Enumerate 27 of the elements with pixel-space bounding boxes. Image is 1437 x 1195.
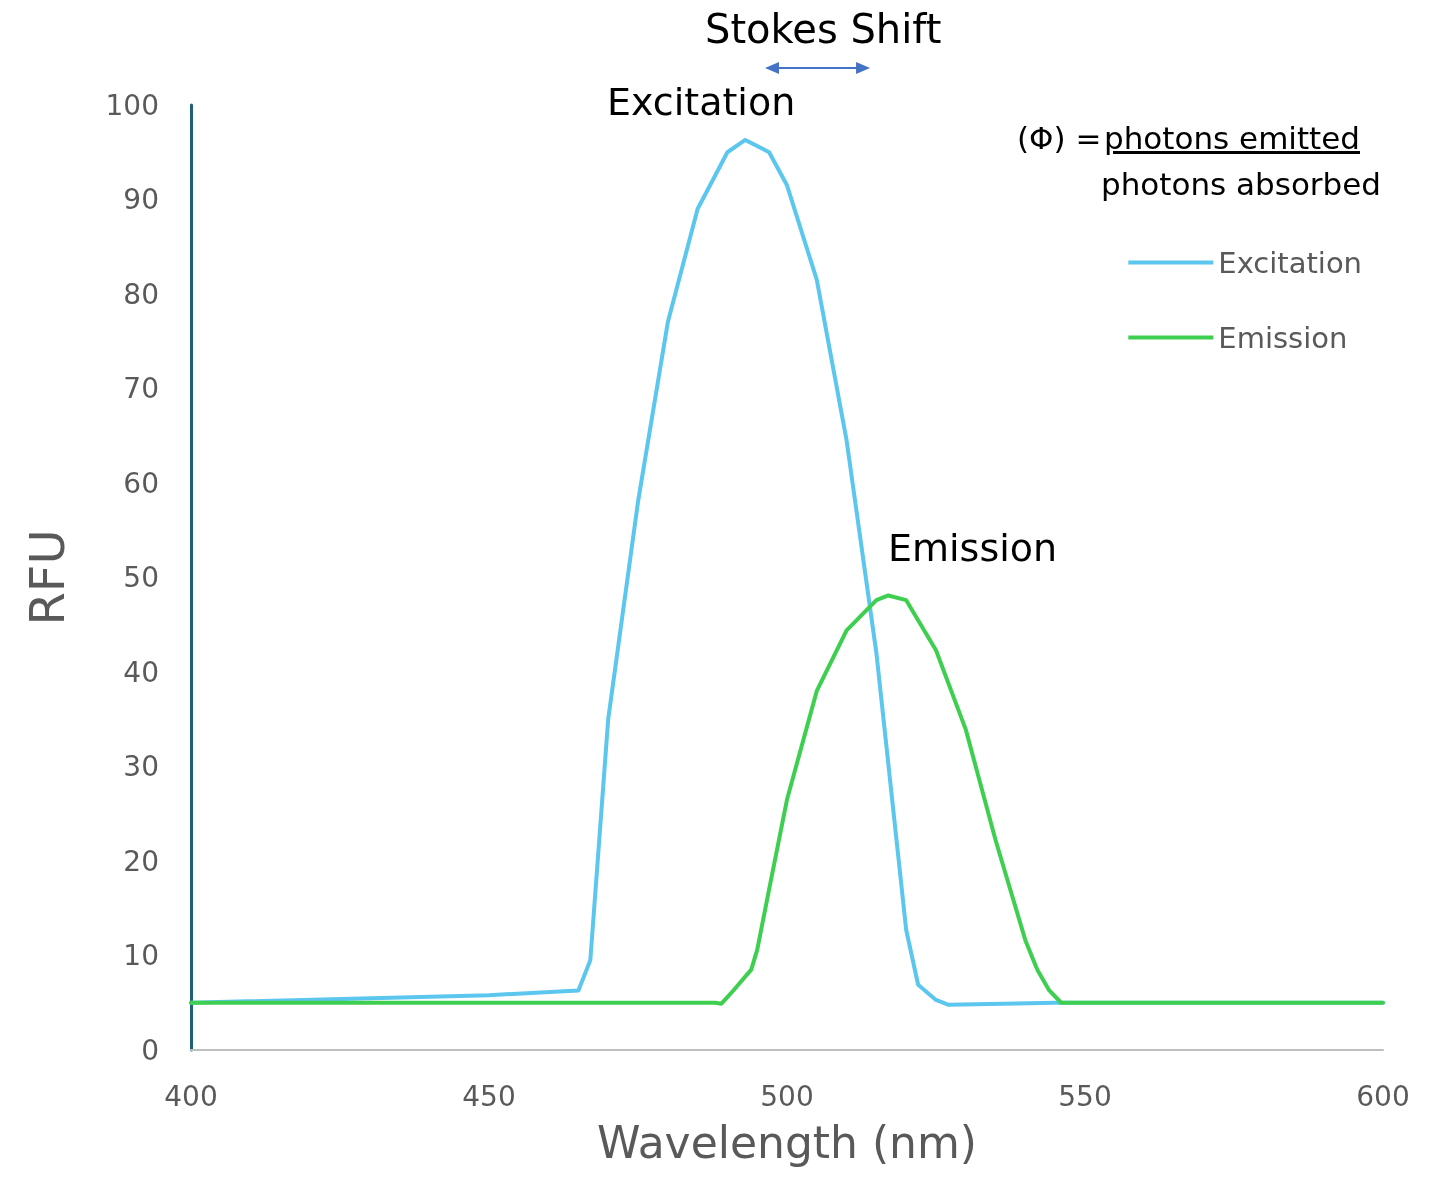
x-tick-label: 600 bbox=[1356, 1079, 1410, 1113]
y-tick-label: 80 bbox=[123, 277, 159, 311]
annotation: photons absorbed bbox=[1101, 166, 1382, 202]
legend-label: Excitation bbox=[1218, 245, 1362, 280]
y-tick-label: 0 bbox=[141, 1033, 159, 1067]
annotation: Excitation bbox=[607, 80, 796, 124]
x-axis-title: Wavelength (nm) bbox=[596, 1116, 978, 1168]
y-tick-label: 40 bbox=[123, 655, 159, 689]
x-tick-label: 550 bbox=[1058, 1079, 1112, 1113]
y-tick-label: 50 bbox=[123, 561, 159, 594]
annotation: Emission bbox=[888, 526, 1058, 570]
x-tick-label: 500 bbox=[760, 1079, 814, 1113]
y-tick-label: 90 bbox=[123, 183, 159, 216]
x-tick-label: 400 bbox=[164, 1079, 218, 1113]
annotation: photons emitted bbox=[1104, 120, 1361, 156]
y-axis-title: RFU bbox=[19, 529, 75, 626]
y-tick-label: 60 bbox=[123, 466, 159, 500]
y-tick-label: 20 bbox=[123, 844, 159, 878]
annotation: (Φ) = bbox=[1017, 120, 1102, 156]
y-tick-label: 70 bbox=[123, 372, 159, 405]
legend-label: Emission bbox=[1218, 320, 1348, 355]
x-tick-label: 450 bbox=[462, 1079, 516, 1113]
y-tick-label: 100 bbox=[105, 88, 159, 122]
line-series bbox=[189, 593, 1385, 1006]
y-tick-label: 30 bbox=[123, 750, 159, 783]
chart-title: Stokes Shift bbox=[705, 6, 942, 52]
y-tick-label: 10 bbox=[123, 939, 159, 972]
